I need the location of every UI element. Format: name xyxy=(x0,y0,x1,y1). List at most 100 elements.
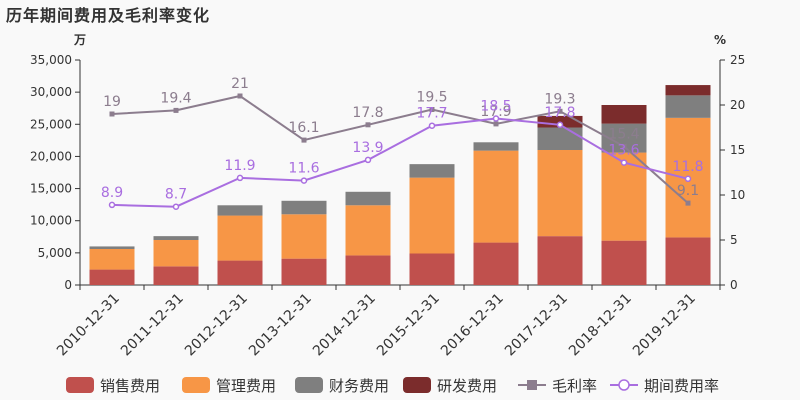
x-tick-label: 2011-12-31 xyxy=(118,291,187,360)
chart-title: 历年期间费用及毛利率变化 xyxy=(6,6,211,25)
right-tick-label: 10 xyxy=(730,188,745,202)
expense-ratio-point xyxy=(172,203,180,210)
gross-margin-point xyxy=(173,107,179,113)
gross-margin-data-label: 9.1 xyxy=(677,183,699,199)
left-tick-label: 0 xyxy=(64,278,72,292)
legend-swatch xyxy=(403,377,431,393)
left-tick-label: 15,000 xyxy=(30,182,72,196)
gross-margin-data-label: 19 xyxy=(103,94,121,110)
bar-sales xyxy=(473,242,519,285)
bar-sales xyxy=(89,269,135,285)
legend-label: 财务费用 xyxy=(329,377,389,395)
bar-admin xyxy=(89,249,135,270)
legend-label: 毛利率 xyxy=(552,377,597,395)
x-tick-label: 2019-12-31 xyxy=(630,291,699,360)
expense-ratio-point xyxy=(108,201,116,209)
bar-finance xyxy=(409,164,455,178)
expense-ratio-data-label: 8.9 xyxy=(101,185,123,201)
expense-ratio-point xyxy=(492,115,500,122)
bar-finance xyxy=(473,142,519,151)
expense-ratio-point xyxy=(300,177,308,184)
right-unit-label: % xyxy=(714,33,726,47)
bar-admin xyxy=(345,205,391,256)
expense-ratio-point xyxy=(428,122,436,129)
gross-margin-data-label: 15.4 xyxy=(608,126,639,142)
bar-finance xyxy=(537,127,583,150)
right-tick-label: 0 xyxy=(730,278,738,292)
gross-margin-data-label: 19.5 xyxy=(416,90,447,106)
gross-margin-point xyxy=(685,200,691,206)
x-tick-label: 2012-12-31 xyxy=(182,291,251,360)
bar-admin xyxy=(281,214,327,259)
x-tick-label: 2017-12-31 xyxy=(502,291,571,360)
left-tick-label: 20,000 xyxy=(30,149,72,163)
left-tick-label: 10,000 xyxy=(30,214,72,228)
expense-ratio-point xyxy=(620,159,628,166)
gross-margin-point xyxy=(301,137,307,143)
bar-rd xyxy=(665,85,711,96)
gross-margin-data-label: 21 xyxy=(231,76,249,92)
left-tick-label: 25,000 xyxy=(30,117,72,131)
expense-ratio-point xyxy=(684,175,692,183)
bar-sales xyxy=(665,237,711,285)
bar-sales xyxy=(537,236,583,285)
bar-finance xyxy=(217,205,263,216)
bar-finance xyxy=(153,236,199,240)
right-tick-label: 15 xyxy=(730,143,745,157)
gross-margin-line xyxy=(111,94,689,204)
gross-margin-point xyxy=(429,107,435,112)
bar-sales xyxy=(153,266,199,285)
bar-sales xyxy=(409,253,455,285)
legend-label: 销售费用 xyxy=(100,377,160,395)
left-tick-label: 5,000 xyxy=(38,246,72,260)
gross-margin-point xyxy=(365,122,371,128)
expense-ratio-line xyxy=(111,117,689,208)
gross-margin-point xyxy=(493,121,499,127)
bar-finance xyxy=(665,95,711,118)
gross-margin-point xyxy=(557,108,563,114)
gross-margin-point xyxy=(109,111,115,117)
right-tick-label: 5 xyxy=(730,233,738,247)
bar-sales xyxy=(217,260,263,285)
x-tick-label: 2014-12-31 xyxy=(310,291,379,360)
left-tick-label: 35,000 xyxy=(30,53,72,67)
expense-ratio-point xyxy=(556,121,564,129)
expense-ratio-data-label: 11.6 xyxy=(288,161,319,177)
expense-ratio-point xyxy=(236,174,244,182)
x-tick-label: 2018-12-31 xyxy=(566,291,635,360)
right-tick-label: 20 xyxy=(730,98,745,112)
x-tick-label: 2010-12-31 xyxy=(54,291,123,360)
left-tick-label: 30,000 xyxy=(30,85,72,99)
legend-swatch xyxy=(66,377,94,393)
bar-sales xyxy=(281,258,327,285)
bar-admin xyxy=(537,150,583,237)
legend-marker xyxy=(618,379,630,391)
gross-margin-data-label: 16.1 xyxy=(288,120,319,136)
bar-finance xyxy=(281,200,327,215)
legend-swatch xyxy=(182,377,210,393)
right-tick-label: 25 xyxy=(730,53,745,67)
legend-swatch xyxy=(295,377,323,393)
legend-label: 期间费用率 xyxy=(644,377,719,395)
gross-margin-data-label: 17.9 xyxy=(480,104,511,120)
gross-margin-data-label: 17.8 xyxy=(352,105,383,121)
expense-ratio-data-label: 17.7 xyxy=(416,106,447,122)
gross-margin-data-label: 19.4 xyxy=(160,90,191,106)
gross-margin-point xyxy=(621,143,627,149)
left-unit-label: 万 xyxy=(73,33,86,47)
bar-admin xyxy=(473,150,519,243)
gross-margin-data-label: 19.3 xyxy=(544,91,575,107)
legend-label: 研发费用 xyxy=(437,377,497,395)
expense-ratio-data-label: 13.6 xyxy=(608,143,639,159)
expense-ratio-data-label: 18.5 xyxy=(480,99,511,115)
bar-admin xyxy=(409,177,455,254)
bar-finance xyxy=(89,246,135,249)
bar-rd xyxy=(601,105,647,124)
expense-ratio-data-label: 11.8 xyxy=(672,159,703,175)
bar-finance xyxy=(345,191,391,206)
bar-sales xyxy=(601,240,647,285)
x-tick-label: 2013-12-31 xyxy=(246,291,315,360)
legend-label: 管理费用 xyxy=(216,377,276,395)
bar-admin xyxy=(217,215,263,261)
